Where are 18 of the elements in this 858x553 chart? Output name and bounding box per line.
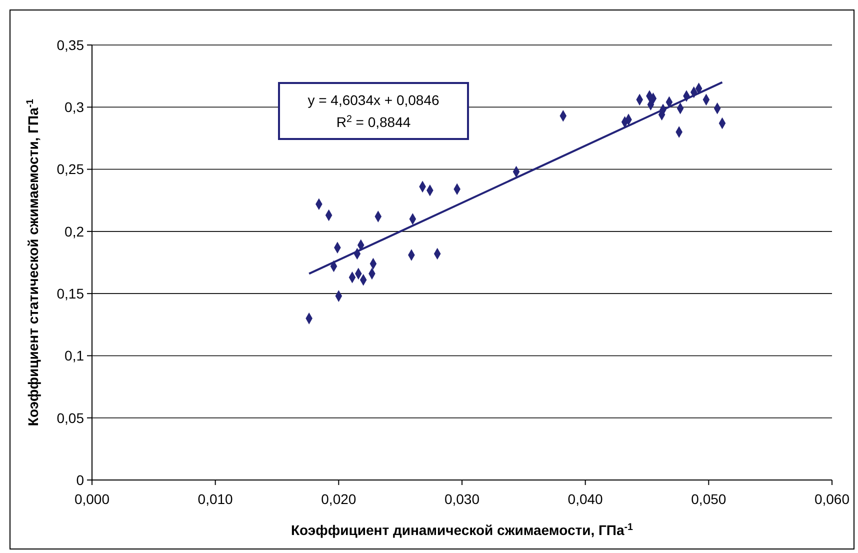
x-tick-label: 0,030: [444, 491, 480, 507]
y-tick-label: 0: [76, 472, 84, 488]
x-axis-title: Коэффициент динамической сжимаемости, ГПа$^{-1}$: [291, 522, 634, 538]
x-tick-label: 0,050: [691, 491, 726, 507]
y-tick-label: 0,15: [56, 285, 84, 302]
y-tick-label: 0,2: [64, 223, 84, 240]
annotation: R$^{2}$ = 0,8844: [336, 114, 411, 130]
y-tick-label: 0,05: [56, 410, 84, 426]
annotation: y = 4,6034x + 0,0846: [308, 92, 440, 108]
x-tick-label: 0,000: [74, 491, 110, 507]
y-tick-label: 0,35: [56, 36, 84, 53]
y-tick-label: 0,3: [64, 99, 84, 116]
x-tick-label: 0,040: [568, 491, 604, 507]
x-tick-label: 0,020: [321, 491, 356, 507]
x-tick-label: 0,010: [198, 491, 234, 507]
y-tick-label: 0,1: [64, 348, 84, 364]
x-tick-label: 0,060: [814, 491, 850, 507]
y-tick-label: 0,25: [56, 161, 84, 178]
